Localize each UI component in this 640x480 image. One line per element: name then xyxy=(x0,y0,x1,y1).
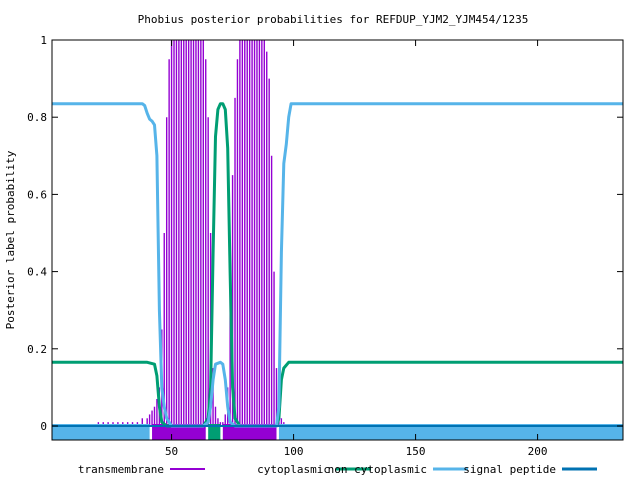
y-tick-label: 0.4 xyxy=(27,266,47,279)
y-tick-label: 0.6 xyxy=(27,188,47,201)
topology-segment-0 xyxy=(52,424,150,440)
topology-segment-2 xyxy=(208,424,221,440)
legend-label-cytoplasmic: cytoplasmic xyxy=(257,463,330,476)
x-tick-label: 50 xyxy=(165,445,178,458)
legend-label-signal-peptide: signal peptide xyxy=(463,463,556,476)
legend-label-transmembrane: transmembrane xyxy=(78,463,164,476)
legend-label-non-cytoplasmic: non cytoplasmic xyxy=(328,463,427,476)
x-tick-label: 150 xyxy=(406,445,426,458)
y-axis-label: Posterior label probability xyxy=(4,150,17,329)
chart-title: Phobius posterior probabilities for REFD… xyxy=(138,13,529,26)
x-tick-label: 200 xyxy=(528,445,548,458)
plot-border xyxy=(51,39,624,441)
y-tick-label: 1 xyxy=(40,34,47,47)
topology-segment-3 xyxy=(222,424,277,440)
plot-area xyxy=(52,40,623,440)
topology-segment-4 xyxy=(278,424,623,440)
y-tick-label: 0.8 xyxy=(27,111,47,124)
series-line-cytoplasmic xyxy=(52,102,623,428)
x-tick-label: 100 xyxy=(284,445,304,458)
y-tick-label: 0 xyxy=(40,420,47,433)
series-line-non-cytoplasmic xyxy=(52,102,623,428)
topology-segment-1 xyxy=(152,424,206,440)
y-tick-label: 0.2 xyxy=(27,343,47,356)
